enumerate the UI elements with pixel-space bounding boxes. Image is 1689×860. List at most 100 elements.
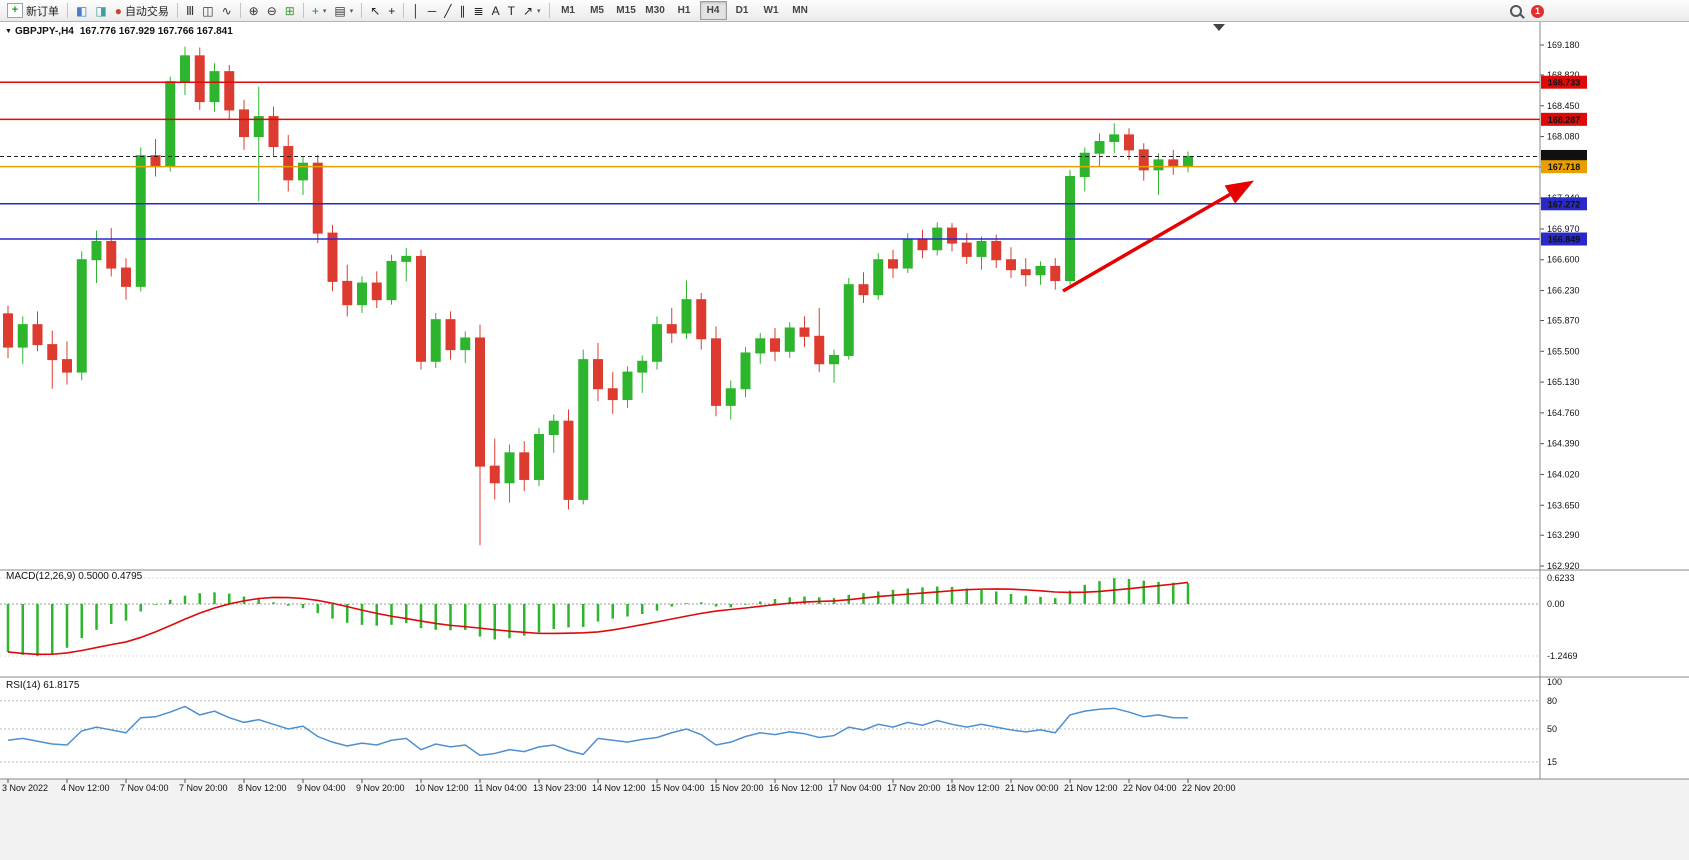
candle	[430, 319, 441, 362]
autotrading-button[interactable]: ● 自动交易	[111, 0, 173, 21]
templates-button[interactable]: ▤ ▾	[330, 0, 357, 21]
candle	[504, 452, 515, 484]
text-icon: A	[491, 3, 500, 18]
candle	[1168, 159, 1179, 168]
candle	[814, 335, 825, 365]
candle	[888, 259, 898, 269]
label-icon: T	[507, 3, 515, 18]
bar-chart-button[interactable]: Ⅲ	[182, 0, 198, 21]
time-label: 11 Nov 04:00	[474, 783, 527, 793]
price-tick-label: 163.290	[1547, 530, 1580, 540]
tf-h4[interactable]: H4	[699, 1, 727, 20]
toolbar-separator	[67, 3, 68, 18]
candle	[17, 324, 28, 348]
trendline-button[interactable]: ╱	[440, 0, 455, 21]
candle	[106, 240, 117, 269]
candle	[548, 420, 559, 436]
templates-icon: ▤	[334, 3, 346, 18]
vertical-line-button[interactable]: │	[408, 0, 424, 21]
candle	[283, 146, 294, 181]
text-button[interactable]: A	[488, 0, 504, 21]
price-tick-label: 164.390	[1547, 439, 1580, 449]
arrows-button[interactable]: ↗ ▾	[519, 0, 545, 21]
zoom-out-button[interactable]: ⊖	[263, 0, 281, 21]
trend-arrow[interactable]	[1062, 180, 1255, 293]
macd-signal-line	[7, 581, 1189, 656]
price-badge-label: 168.287	[1548, 115, 1581, 125]
indicators-button[interactable]: + ▾	[308, 0, 331, 21]
candle	[475, 337, 485, 467]
time-label: 15 Nov 20:00	[710, 783, 764, 793]
candle	[961, 242, 972, 257]
price-badge-label: 167.718	[1548, 162, 1581, 172]
zoom-in-button[interactable]: ⊕	[245, 0, 263, 21]
candle	[268, 116, 279, 148]
zoom-in-icon: ⊕	[248, 3, 259, 18]
candle	[239, 109, 249, 138]
price-badge	[1541, 112, 1587, 126]
candle	[843, 284, 854, 356]
candle	[873, 259, 884, 296]
indicators-icon: +	[311, 3, 319, 18]
candle	[1079, 152, 1090, 178]
tf-m1[interactable]: M1	[561, 5, 575, 16]
time-label: 18 Nov 12:00	[946, 783, 1000, 793]
trendline-icon: ╱	[444, 3, 452, 18]
line-chart-button[interactable]: ∿	[218, 0, 236, 21]
candle	[445, 319, 456, 351]
time-label: 14 Nov 12:00	[592, 783, 646, 793]
candle	[770, 338, 780, 352]
new-order-icon: +	[7, 3, 23, 18]
candle	[386, 260, 397, 301]
candlestick-chart-button[interactable]: ◫	[198, 0, 217, 21]
tf-h1[interactable]: H1	[677, 5, 691, 16]
candle	[47, 344, 58, 361]
cursor-button[interactable]: ↖	[366, 0, 384, 21]
fibonacci-icon: ≣	[473, 3, 484, 18]
tf-m15[interactable]: M15	[616, 5, 636, 16]
price-badge	[1541, 160, 1587, 174]
tf-d1[interactable]: D1	[735, 5, 749, 16]
search-icon[interactable]	[1510, 5, 1522, 17]
tf-m5[interactable]: M5	[590, 5, 604, 16]
terminal-button[interactable]: ◨	[91, 0, 110, 21]
candle	[165, 81, 176, 168]
price-tick-label: 165.130	[1547, 377, 1580, 387]
tf-m30[interactable]: M30	[645, 5, 665, 16]
label-button[interactable]: T	[504, 0, 519, 21]
horizontal-line-button[interactable]: ─	[424, 0, 441, 21]
time-label: 7 Nov 04:00	[120, 783, 169, 793]
horizontal-line-icon: ─	[427, 3, 437, 18]
crosshair-button[interactable]: +	[384, 0, 399, 21]
candle	[578, 359, 589, 500]
candle	[1094, 141, 1105, 154]
metaeditor-icon: ◧	[76, 3, 88, 18]
candle	[1109, 134, 1120, 143]
channel-button[interactable]: ∥	[456, 0, 470, 21]
cursor-icon: ↖	[370, 3, 381, 18]
candle	[312, 162, 323, 234]
time-label: 16 Nov 12:00	[769, 783, 823, 793]
time-label: 9 Nov 04:00	[297, 783, 346, 793]
candle	[755, 338, 766, 354]
tf-mn[interactable]: MN	[792, 5, 808, 16]
tile-windows-button[interactable]: ⊞	[281, 0, 299, 21]
candle	[224, 71, 235, 111]
fibonacci-button[interactable]: ≣	[470, 0, 488, 21]
notification-badge[interactable]: 1	[1531, 4, 1544, 18]
candle	[327, 232, 338, 282]
candle	[725, 388, 736, 406]
rsi-line	[7, 705, 1189, 757]
price-badge	[1541, 75, 1587, 89]
candle	[150, 155, 161, 168]
chevron-down-icon: ▾	[537, 7, 541, 15]
tf-w1[interactable]: W1	[763, 5, 779, 16]
macd-axis-label: -1.2469	[1547, 651, 1578, 661]
price-tick-label: 164.020	[1547, 469, 1580, 479]
metaeditor-button[interactable]: ◧	[72, 0, 91, 21]
autotrading-button-label: 自动交易	[124, 5, 169, 18]
chart-shift-marker-icon[interactable]	[1213, 24, 1225, 31]
rsi-axis-label: 50	[1547, 724, 1557, 734]
new-order-button[interactable]: + 新订单	[3, 0, 63, 21]
